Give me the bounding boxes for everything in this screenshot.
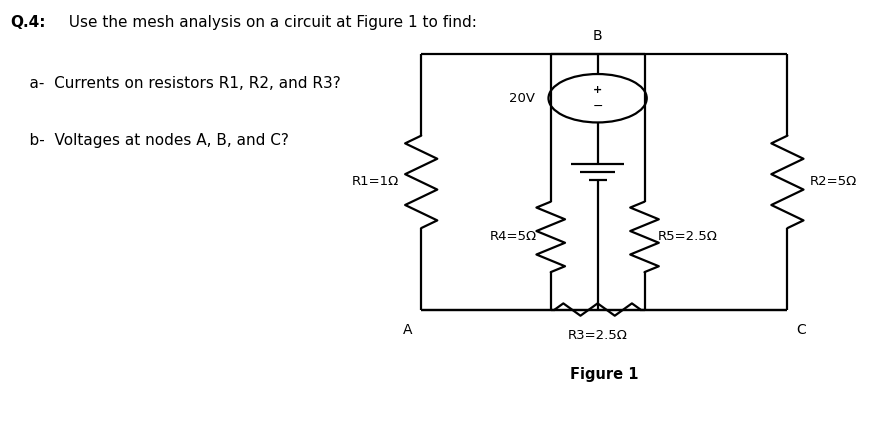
Text: B: B — [593, 29, 602, 43]
Text: b-  Voltages at nodes A, B, and C?: b- Voltages at nodes A, B, and C? — [11, 133, 289, 148]
Text: a-  Currents on resistors R1, R2, and R3?: a- Currents on resistors R1, R2, and R3? — [11, 76, 341, 91]
Text: −: − — [592, 100, 603, 113]
Text: R2=5Ω: R2=5Ω — [810, 175, 857, 188]
Text: A: A — [403, 323, 412, 337]
Text: Figure 1: Figure 1 — [570, 367, 639, 382]
Text: Use the mesh analysis on a circuit at Figure 1 to find:: Use the mesh analysis on a circuit at Fi… — [59, 15, 478, 30]
Text: R4=5Ω: R4=5Ω — [490, 230, 538, 243]
Text: +: + — [593, 85, 602, 95]
Text: Q.4:: Q.4: — [11, 15, 46, 30]
Text: R5=2.5Ω: R5=2.5Ω — [658, 230, 718, 243]
Text: R1=1Ω: R1=1Ω — [351, 175, 399, 188]
Text: R3=2.5Ω: R3=2.5Ω — [568, 329, 627, 342]
Text: C: C — [797, 323, 806, 337]
Text: 20V: 20V — [509, 92, 535, 105]
